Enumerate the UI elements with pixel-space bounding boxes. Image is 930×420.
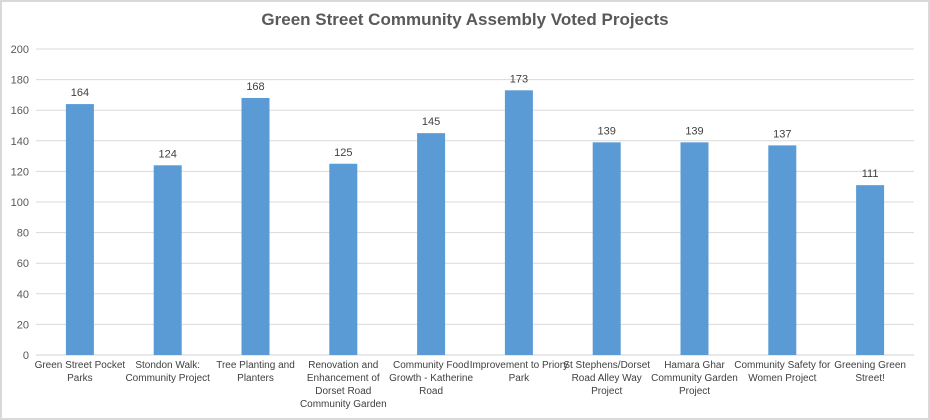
x-tick-label: Improvement to Priory Park [469, 360, 569, 384]
x-tick-label: Community Safety for Women Project [734, 360, 831, 384]
y-tick-label: 200 [11, 44, 29, 56]
bar [241, 97, 270, 356]
y-tick-label: 180 [11, 75, 29, 87]
bar [417, 133, 446, 355]
y-tick-label: 0 [23, 350, 29, 362]
y-tick-label: 60 [17, 258, 29, 270]
x-tick-label: Hamara Ghar Community Garden Project [651, 360, 738, 397]
data-label: 137 [773, 128, 791, 140]
x-tick-label: St Stephens/Dorset Road Alley Way Projec… [563, 360, 651, 397]
data-label: 125 [334, 147, 352, 159]
bar [504, 90, 533, 355]
data-label: 111 [862, 168, 879, 180]
chart-title: Green Street Community Assembly Voted Pr… [261, 10, 669, 29]
bar [680, 142, 709, 355]
x-tick-label: Tree Planting and Planters [216, 360, 295, 384]
y-tick-label: 20 [17, 319, 29, 331]
x-tick-label: Renovation and Enhancement of Dorset Roa… [299, 360, 387, 410]
data-label: 139 [598, 125, 616, 137]
x-tick-label: Stondon Walk: Community Project [125, 360, 210, 384]
bar [592, 142, 621, 355]
bar [65, 104, 94, 355]
bar [153, 165, 182, 355]
y-tick-label: 140 [11, 136, 29, 148]
data-label: 139 [685, 125, 703, 137]
x-tick-label: Green Street Pocket Parks [34, 360, 126, 384]
data-label: 173 [510, 73, 528, 85]
bar [856, 185, 885, 355]
bar [329, 163, 358, 355]
data-label: 145 [422, 116, 440, 128]
data-label: 164 [71, 87, 89, 99]
y-tick-label: 160 [11, 105, 29, 117]
y-tick-label: 120 [11, 166, 29, 178]
bar [768, 145, 797, 355]
y-tick-label: 80 [17, 228, 29, 240]
data-label: 124 [159, 148, 177, 160]
data-label: 168 [246, 81, 264, 93]
y-tick-label: 40 [17, 289, 29, 301]
x-tick-label: Community Food Growth - Katherine Road [389, 360, 474, 397]
x-tick-label: Greening Green Street! [834, 360, 906, 384]
y-tick-label: 100 [11, 197, 29, 209]
